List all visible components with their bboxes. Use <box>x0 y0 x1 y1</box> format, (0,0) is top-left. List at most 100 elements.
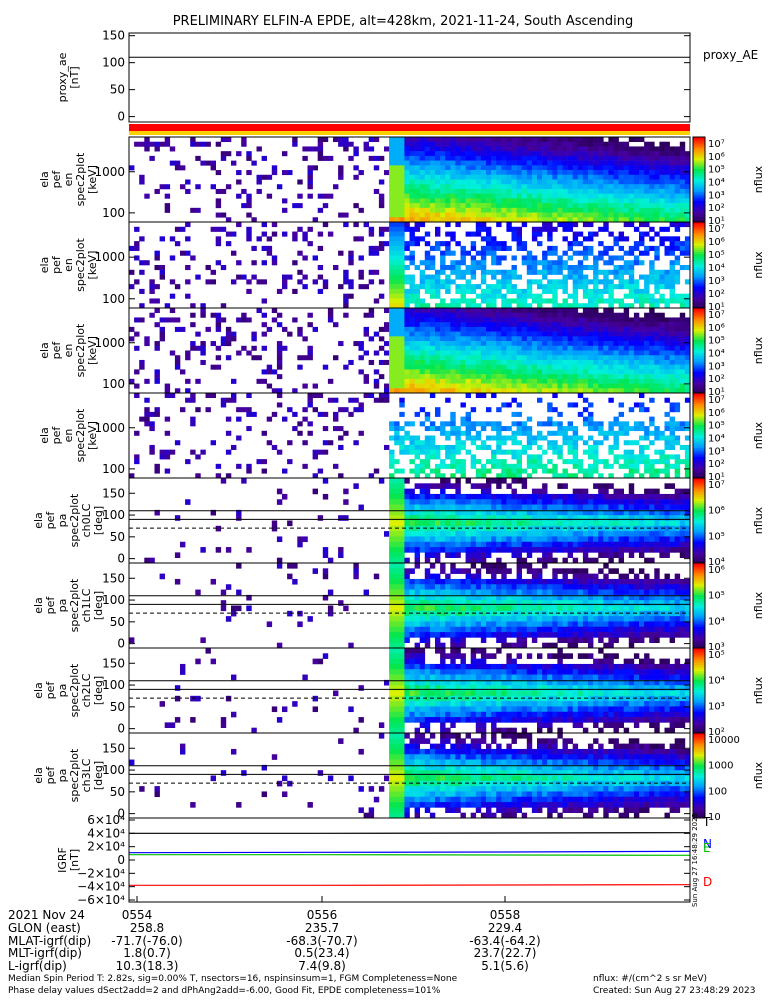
spectrogram-cell <box>429 137 436 143</box>
spectrogram-cell <box>424 541 431 548</box>
spectrogram-cell <box>588 308 594 314</box>
spectrogram-cell <box>419 274 426 280</box>
ytick-label-pef_en_3-0: 1000 <box>94 421 125 435</box>
spectrogram-cell <box>552 279 558 285</box>
spectrogram-cell <box>628 483 635 489</box>
spectrogram-cell <box>623 326 630 332</box>
spectrogram-cell <box>613 269 619 275</box>
spectrogram-cell <box>282 416 288 422</box>
spectrogram-cell <box>537 184 543 190</box>
spectrogram-cell <box>674 388 681 394</box>
spectrogram-cell <box>429 293 436 299</box>
spectrogram-cell <box>552 393 558 399</box>
spectrogram-cell <box>644 459 650 465</box>
spectrogram-cell <box>659 179 665 185</box>
spectrogram-cell <box>465 426 471 432</box>
spectrogram-cell <box>608 421 614 427</box>
spectrogram-cell <box>511 504 517 511</box>
spectrogram-cell <box>475 203 482 209</box>
spectrogram-cell <box>593 308 599 314</box>
spectrogram-cell <box>368 155 375 161</box>
spectrogram-cell <box>582 288 589 294</box>
spectrogram-cell <box>618 557 624 564</box>
spectrogram-cell <box>480 293 487 299</box>
spectrogram-cell <box>414 241 420 247</box>
spectrogram-cell <box>552 331 558 337</box>
spectrogram-cell <box>567 203 573 209</box>
spectrogram-cell <box>572 269 579 275</box>
spectrogram-cell <box>322 193 329 199</box>
spectrogram-cell <box>445 547 451 553</box>
spectrogram-cell <box>618 504 624 511</box>
spectrogram-cell <box>373 369 380 375</box>
spectrogram-cell <box>593 284 599 290</box>
spectrogram-cell <box>588 298 594 304</box>
spectrogram-cell <box>639 355 645 361</box>
spectrogram-cell <box>470 557 477 564</box>
spectrogram-cell <box>440 317 446 323</box>
spectrogram-cell <box>154 509 160 516</box>
spectrogram-cell <box>618 388 624 394</box>
spectrogram-cell <box>669 520 675 527</box>
spectrogram-cell <box>409 509 415 516</box>
spectrogram-cell <box>623 317 630 323</box>
spectrogram-cell <box>537 298 543 304</box>
spectrogram-cell <box>271 411 278 417</box>
spectrogram-cell <box>557 509 563 516</box>
spectrogram-cell <box>572 284 579 290</box>
spectrogram-cell <box>567 336 573 342</box>
spectrogram-cell <box>450 308 456 314</box>
spectrogram-cell <box>633 547 640 553</box>
spectrogram-cell <box>419 137 426 143</box>
spectrogram-cell <box>343 430 349 436</box>
spectrogram-cell <box>506 217 512 223</box>
spectrogram-cell <box>628 212 635 218</box>
spectrogram-cell <box>149 426 155 432</box>
spectrogram-cell <box>302 536 308 543</box>
spectrogram-cell <box>465 217 471 223</box>
spectrogram-cell <box>613 541 619 548</box>
spectrogram-cell <box>649 364 655 370</box>
spectrogram-cell <box>593 541 599 548</box>
spectrogram-cell <box>669 463 675 469</box>
spectrogram-cell <box>389 336 395 342</box>
spectrogram-cell <box>659 515 665 521</box>
spectrogram-cell <box>486 231 492 237</box>
spectrogram-cell <box>399 397 405 403</box>
colorbar-swatch <box>693 175 705 178</box>
spectrogram-cell <box>292 203 298 209</box>
spectrogram-cell <box>526 440 533 446</box>
spectrogram-cell <box>501 198 507 204</box>
spectrogram-cell <box>251 160 257 166</box>
spectrogram-cell <box>562 426 568 432</box>
spectrogram-cell <box>669 146 675 152</box>
spectrogram-cell <box>588 444 594 450</box>
spectrogram-cell <box>557 531 563 537</box>
colorbar-swatch <box>693 363 705 366</box>
colorbar-swatch <box>693 265 705 268</box>
colorbar-swatch <box>693 310 705 313</box>
spectrogram-cell <box>547 336 553 342</box>
spectrogram-cell <box>639 552 645 558</box>
spectrogram-cell <box>613 312 619 318</box>
spectrogram-cell <box>491 536 497 543</box>
spectrogram-cell <box>399 245 405 251</box>
spectrogram-cell <box>506 312 512 318</box>
spectrogram-cell <box>537 269 543 275</box>
spectrogram-cell <box>628 355 635 361</box>
spectrogram-cell <box>598 388 604 394</box>
spectrogram-cell <box>190 421 196 427</box>
spectrogram-cell <box>236 416 242 422</box>
spectrogram-cell <box>450 536 456 543</box>
spectrogram-cell <box>639 151 645 157</box>
spectrogram-cell <box>317 274 324 280</box>
spectrogram-cell <box>679 499 686 505</box>
spectrogram-cell <box>639 454 645 460</box>
spectrogram-cell <box>440 483 446 489</box>
spectrogram-cell <box>394 355 400 361</box>
spectrogram-cell <box>404 312 410 318</box>
spectrogram-cell <box>399 298 405 304</box>
spectrogram-cell <box>531 364 538 370</box>
spectrogram-cell <box>654 359 660 365</box>
spectrogram-cell <box>404 165 410 171</box>
